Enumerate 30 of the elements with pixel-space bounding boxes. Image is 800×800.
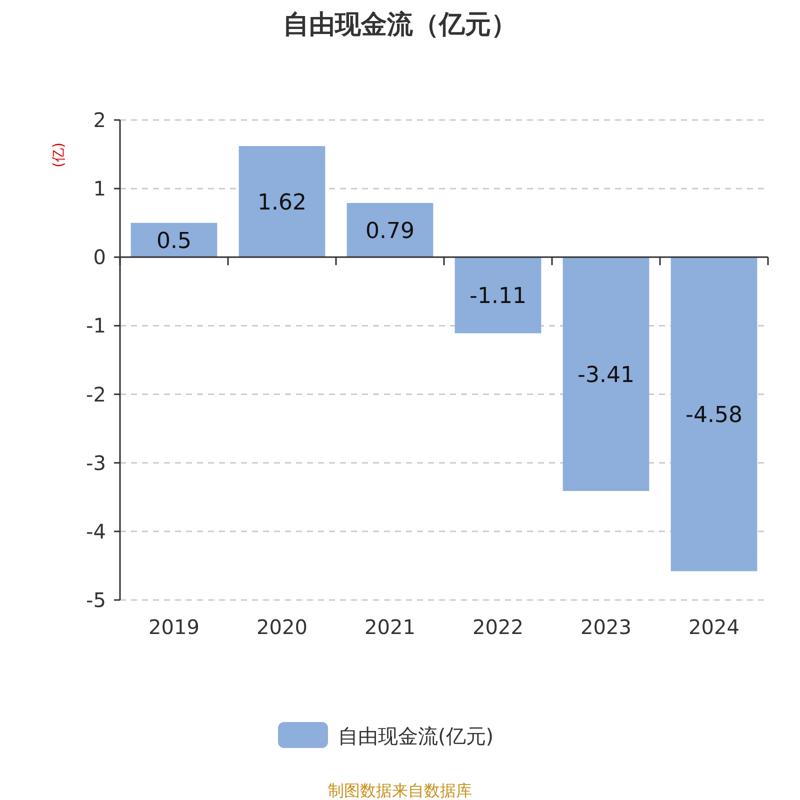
bar bbox=[670, 257, 758, 572]
y-axis-title: (亿) bbox=[51, 142, 67, 168]
chart-title: 自由现金流（亿元） bbox=[283, 10, 517, 40]
bar bbox=[454, 257, 542, 334]
y-tick-label: -2 bbox=[86, 382, 106, 406]
data-label: -4.58 bbox=[686, 403, 742, 428]
y-tick-label: 1 bbox=[93, 176, 106, 201]
y-tick-label: 2 bbox=[93, 108, 106, 132]
data-label: -1.11 bbox=[470, 284, 526, 310]
data-label: -3.41 bbox=[578, 363, 634, 388]
y-tick-label: -3 bbox=[86, 450, 106, 475]
x-tick-label: 2019 bbox=[148, 615, 200, 639]
x-tick-label: 2022 bbox=[472, 615, 524, 639]
data-label: 1.62 bbox=[258, 190, 306, 216]
x-tick-label: 2024 bbox=[688, 615, 740, 639]
y-tick-label: -5 bbox=[86, 588, 106, 612]
bar bbox=[238, 146, 326, 258]
bar bbox=[346, 202, 434, 258]
bar bbox=[562, 257, 650, 491]
data-label: 0.79 bbox=[366, 219, 414, 244]
bar bbox=[130, 222, 218, 258]
legend-label: 自由现金流(亿元) bbox=[338, 724, 494, 748]
x-tick-label: 2021 bbox=[364, 615, 416, 639]
text: 制图数据来自数据库 bbox=[328, 781, 472, 800]
x-tick-label: 2023 bbox=[580, 615, 632, 639]
x-tick-label: 2020 bbox=[256, 615, 308, 639]
y-tick-label: 0 bbox=[93, 245, 106, 270]
y-tick-label: -4 bbox=[86, 519, 106, 544]
data-label: 0.5 bbox=[156, 229, 192, 254]
y-tick-label: -1 bbox=[86, 314, 106, 338]
